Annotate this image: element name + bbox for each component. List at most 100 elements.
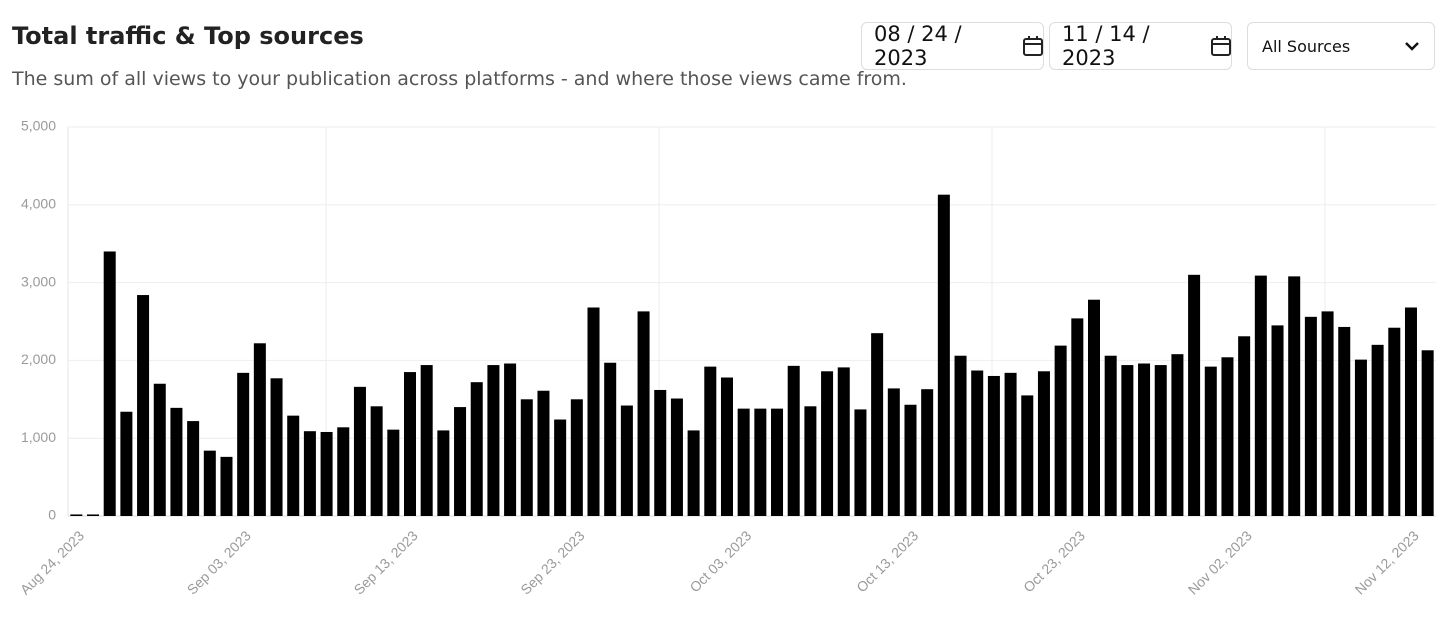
bar — [320, 431, 333, 516]
bar — [1154, 365, 1167, 516]
bar — [837, 367, 850, 516]
bar — [153, 383, 166, 516]
bar — [654, 389, 667, 516]
y-tick-label: 0 — [48, 507, 56, 523]
bar — [587, 307, 600, 516]
bar — [103, 251, 116, 517]
end-date-input[interactable]: 11 / 14 / 2023 — [1049, 22, 1232, 70]
bar — [487, 365, 500, 516]
bar — [1421, 350, 1434, 516]
bar — [1037, 371, 1050, 516]
bar — [1188, 274, 1201, 516]
bar — [87, 514, 100, 516]
bar — [504, 363, 517, 516]
bar — [971, 370, 984, 516]
bar — [1338, 326, 1351, 516]
bar — [1087, 299, 1101, 516]
calendar-icon — [1211, 36, 1231, 56]
x-tick-label: Oct 03, 2023 — [686, 527, 754, 595]
bar — [353, 386, 366, 516]
bar — [954, 355, 967, 516]
bar — [253, 343, 266, 516]
x-tick-label: Nov 02, 2023 — [1185, 527, 1255, 597]
end-date: 11 / 14 / 2023 — [1062, 22, 1150, 70]
source-value: All Sources — [1262, 36, 1351, 56]
calendar-icon — [1023, 36, 1043, 56]
bar — [1371, 344, 1384, 516]
bar — [403, 372, 417, 516]
bar — [821, 371, 834, 516]
start-date: 08 / 24 / 2023 — [874, 22, 962, 70]
bar — [921, 389, 934, 516]
x-tick-label: Nov 12, 2023 — [1352, 527, 1422, 597]
source-select[interactable]: All Sources — [1247, 22, 1435, 70]
bar — [1104, 355, 1117, 516]
bar — [1304, 316, 1317, 516]
y-tick-label: 3,000 — [21, 273, 56, 289]
bar — [570, 399, 583, 516]
bar — [620, 405, 633, 516]
bar — [1271, 325, 1284, 516]
bar — [937, 194, 950, 516]
x-tick-label: Oct 13, 2023 — [853, 527, 921, 595]
bar — [1121, 365, 1134, 516]
bar — [1004, 372, 1017, 516]
bar — [637, 311, 650, 516]
bar — [704, 366, 717, 516]
bar — [1404, 307, 1417, 516]
bar — [1171, 354, 1184, 516]
x-tick-label: Aug 24, 2023 — [17, 527, 87, 597]
bar — [454, 407, 467, 516]
chart-subtitle: The sum of all views to your publication… — [12, 68, 907, 90]
bar — [270, 378, 283, 516]
bar — [1054, 345, 1067, 516]
bar — [303, 431, 316, 516]
chevron-icon — [1405, 42, 1419, 51]
bar — [120, 411, 133, 516]
bar — [1388, 327, 1401, 516]
bar — [287, 415, 300, 516]
bar — [871, 333, 884, 516]
bar — [1288, 276, 1301, 516]
bar — [887, 388, 900, 516]
x-tick-label: Sep 03, 2023 — [184, 527, 254, 597]
bar — [237, 372, 250, 516]
bar — [804, 406, 817, 516]
bar — [170, 407, 183, 516]
y-tick-label: 1,000 — [21, 429, 56, 445]
start-date-input[interactable]: 08 / 24 / 2023 — [861, 22, 1044, 70]
bar — [904, 404, 917, 516]
bar — [1254, 275, 1267, 516]
bar — [220, 456, 233, 516]
bar — [1071, 318, 1084, 516]
bar — [520, 399, 533, 516]
bar — [1204, 366, 1217, 516]
bar — [137, 295, 150, 516]
bar — [854, 409, 867, 516]
bar — [203, 450, 216, 516]
bar — [1354, 359, 1367, 516]
bar — [1021, 395, 1034, 516]
bar — [70, 514, 83, 516]
y-tick-label: 5,000 — [21, 118, 56, 134]
bar — [1221, 357, 1234, 516]
y-tick-label: 4,000 — [21, 196, 56, 212]
bar — [554, 419, 567, 516]
bar — [337, 427, 350, 516]
bar — [420, 365, 433, 516]
bar — [470, 382, 483, 516]
bar — [370, 406, 383, 516]
bar — [987, 375, 1000, 516]
x-tick-label: Sep 13, 2023 — [351, 527, 421, 597]
bar — [737, 408, 750, 516]
x-tick-label: Oct 23, 2023 — [1020, 527, 1088, 595]
bar — [787, 365, 800, 516]
bar — [670, 398, 683, 516]
bar — [1321, 311, 1334, 516]
bar — [604, 362, 617, 516]
bar — [537, 390, 550, 516]
bar — [1238, 336, 1251, 516]
